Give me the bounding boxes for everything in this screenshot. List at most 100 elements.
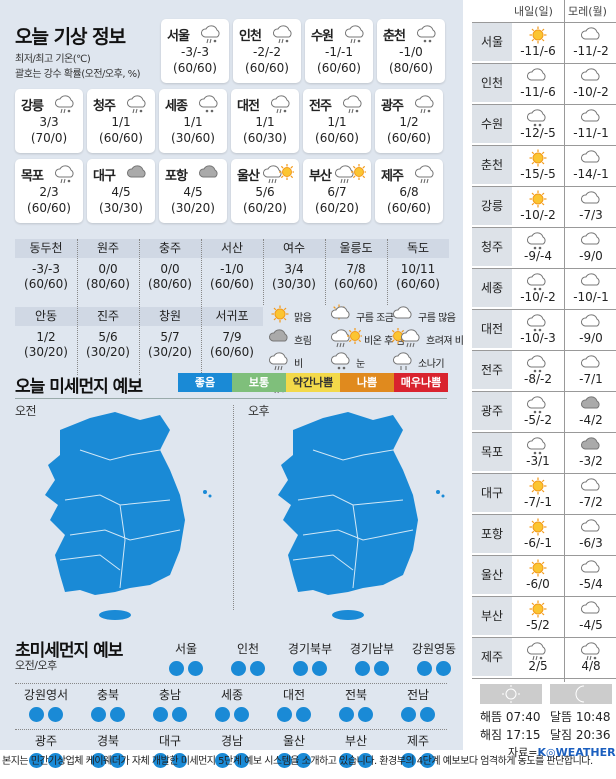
ultrafine-region: 경기북부: [279, 640, 341, 679]
weather-icon-wrap: [416, 23, 440, 49]
dayafter-temp: -7/3: [579, 208, 603, 222]
ultrafine-pm-dot: [296, 753, 311, 768]
small-city-prob: (60/60): [24, 277, 68, 291]
page-title: 오늘 기상 정보: [15, 26, 126, 48]
tomorrow-temp: -8/-2: [524, 372, 552, 386]
ultrafine-dots: [217, 661, 279, 679]
forecast-city: 세종: [472, 269, 512, 307]
sleet-icon: [415, 95, 434, 114]
ultrafine-region-name: 경기북부: [287, 642, 333, 656]
precip-prob: (30/30): [99, 201, 143, 215]
tomorrow-temp: -6/0: [526, 577, 550, 591]
ultrafine-dots: [77, 707, 139, 725]
ultrafine-region-name: 강원영동: [411, 642, 457, 656]
ultrafine-region: 인천: [217, 640, 279, 679]
ultrafine-am-dot: [339, 753, 354, 768]
city-temp: -3/-3 (60/60): [161, 44, 229, 76]
dayafter-temp: -3/2: [579, 454, 603, 468]
dayafter-temp: -10/-2: [573, 85, 609, 99]
weather-icon-wrap: [198, 163, 222, 189]
city-name: 청주: [93, 99, 116, 114]
sun-box: [480, 684, 542, 704]
overcast-icon: [581, 396, 600, 409]
weather-icon-wrap: [414, 163, 438, 189]
tomorrow-icon-wrap: [526, 599, 550, 625]
city-name: 춘천: [383, 29, 406, 44]
legend-label: 비온 후 갬: [364, 336, 405, 347]
small-city: 진주 5/6 (30/20): [77, 307, 139, 360]
legend-item: 흐려져 비: [390, 327, 464, 352]
ultrafine-dots: [341, 661, 403, 679]
ultrafine-region-name: 강원영서: [23, 688, 69, 702]
shower-icon: [393, 352, 412, 370]
forecast-city: 서울: [472, 23, 512, 61]
ultrafine-region: 전남: [387, 686, 449, 725]
small-city-temp: 7/8: [346, 262, 366, 276]
sun-icon: [529, 477, 547, 495]
tomorrow-header: 내일(일): [514, 5, 553, 18]
rain-icon: [415, 165, 434, 184]
precip-prob: (60/60): [173, 61, 217, 75]
small-city-temp: 10/11: [400, 262, 436, 276]
cloud-icon: [581, 273, 600, 286]
ultrafine-dots: [77, 753, 139, 771]
forecast-row: 세종 -10/-2 -10/-1: [472, 268, 616, 307]
subtitle-temp: 최저/최고 기온(℃): [15, 54, 91, 65]
source: 자료=K◎WEATHER: [508, 744, 616, 760]
sun-icon: [529, 518, 547, 536]
dayafter-icon-wrap: [580, 189, 604, 215]
small-city-prob: (30/30): [272, 277, 316, 291]
forecast-city: 광주: [472, 392, 512, 430]
ultrafine-dots: [279, 661, 341, 679]
small-city-prob: (80/60): [148, 277, 192, 291]
legend-item: 맑음: [268, 304, 312, 329]
forecast-city: 울산: [472, 556, 512, 594]
legend-icon-wrap: [268, 350, 292, 375]
tomorrow-temp: -7/-1: [524, 495, 552, 509]
tomorrow-temp: -9/-4: [524, 249, 552, 263]
row-divider: [15, 683, 447, 684]
ultrafine-region-name: 세종: [220, 688, 244, 702]
sleet-icon: [55, 165, 74, 184]
ultrafine-dots: [201, 707, 263, 725]
small-city-temp: 0/0: [160, 262, 180, 276]
rain-then-clear-icon: [331, 328, 363, 348]
small-city-temp: 7/9: [222, 330, 242, 344]
clear-then-rain-icon: [390, 328, 420, 348]
precip-prob: (60/20): [243, 201, 287, 215]
ultrafine-pm-dot: [312, 661, 327, 676]
forecast-row: 청주 -9/-4 -9/0: [472, 227, 616, 266]
city-card: 전주 1/1 (60/60): [303, 89, 371, 153]
ultrafine-am-dot: [215, 707, 230, 722]
cloud-icon: [581, 560, 600, 573]
overcast-icon: [127, 165, 146, 178]
legend-label: 맑음: [294, 313, 312, 324]
weather-icon-wrap: [334, 163, 367, 189]
ultrafine-dots: [325, 753, 387, 771]
city-temp: -1/0 (80/60): [377, 44, 445, 76]
ultrafine-region: 강원영서: [15, 686, 77, 725]
forecast-row: 광주 -5/-2 -4/2: [472, 391, 616, 430]
ultrafine-pm-dot: [358, 707, 373, 722]
forecast-row: 울산 -6/0 -5/4: [472, 555, 616, 594]
ultrafine-pm-dot: [110, 707, 125, 722]
small-city: 안동 1/2 (30/20): [15, 307, 77, 360]
city-temp: -1/-1 (60/60): [305, 44, 373, 76]
overcast-icon: [581, 437, 600, 450]
ultrafine-am-dot: [29, 753, 44, 768]
forecast-city: 전주: [472, 351, 512, 389]
ultrafine-pm-dot: [48, 753, 63, 768]
dayafter-icon-wrap: [580, 107, 604, 133]
snow-icon: [331, 352, 350, 370]
dayafter-temp: -11/-2: [573, 44, 609, 58]
legend-label: 흐림: [294, 336, 312, 347]
precip-prob: (60/60): [315, 131, 359, 145]
dayafter-temp: -4/2: [579, 413, 603, 427]
sun-icon: [529, 26, 547, 44]
forecast-row: 제주 2/5 4/8: [472, 637, 616, 676]
ultrafine-region-name: 광주: [34, 734, 58, 748]
ultrafine-am-dot: [91, 707, 106, 722]
tomorrow-icon-wrap: [526, 558, 550, 584]
precip-prob: (60/30): [243, 131, 287, 145]
dust-level-3: 나쁨: [340, 373, 394, 392]
